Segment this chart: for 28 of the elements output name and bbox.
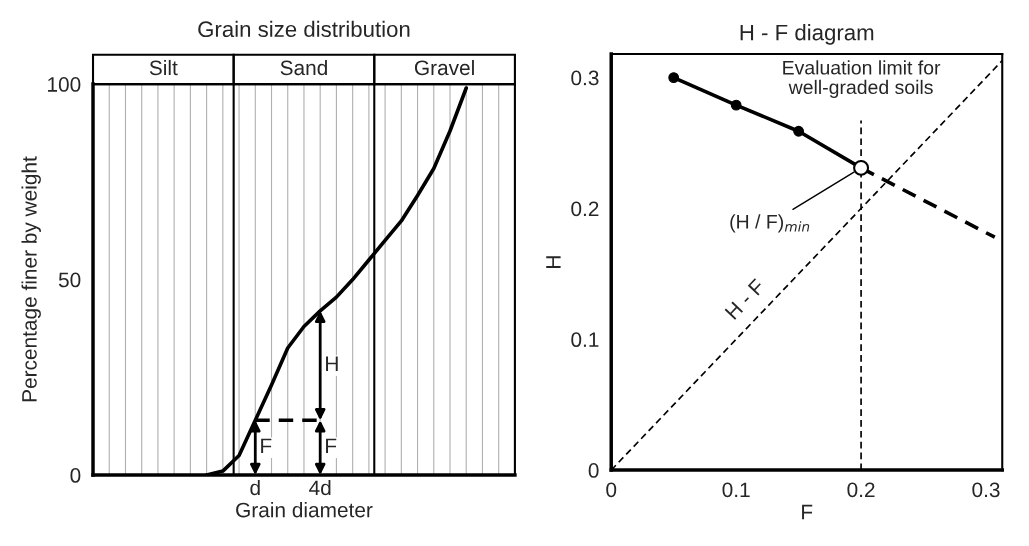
- x-tick-label: 4d: [309, 479, 331, 496]
- y-tick-label: 50: [58, 272, 81, 288]
- x-tick-label: d: [250, 479, 260, 496]
- text: Sand: [280, 59, 327, 76]
- y-tick-label: 0.1: [571, 332, 599, 348]
- y-tick-label: 0.3: [571, 70, 599, 86]
- x-tick-label: 0: [606, 482, 617, 498]
- x-axis-title: F: [802, 504, 813, 520]
- text: Silt: [149, 59, 178, 76]
- y-axis-title: Percentage finer by weight: [21, 156, 41, 402]
- chart-title: Grain size distribution: [198, 20, 410, 38]
- y-tick-label: 0: [588, 463, 599, 478]
- y-axis-title: H: [546, 256, 561, 268]
- y-tick-label: 0: [70, 468, 81, 483]
- y-tick-label: 0.2: [571, 201, 599, 217]
- x-tick-label: 0.3: [972, 482, 1000, 498]
- annotation: H: [326, 356, 338, 371]
- x-tick-label: 0.1: [722, 482, 750, 498]
- annotation: F: [326, 438, 337, 454]
- text: Gravel: [414, 59, 474, 76]
- annotation: F: [261, 438, 272, 454]
- ref-line-label: Evaluation limit for well-graded soils: [783, 60, 941, 98]
- text: H - F: [724, 278, 766, 320]
- x-axis-title: Grain diameter: [236, 502, 373, 518]
- x-tick-label: 0.2: [847, 482, 875, 498]
- chart-title: H - F diagram: [740, 24, 874, 45]
- y-tick-label: 100: [48, 77, 81, 92]
- annotation: (H / F)$_{min}$: [730, 214, 810, 233]
